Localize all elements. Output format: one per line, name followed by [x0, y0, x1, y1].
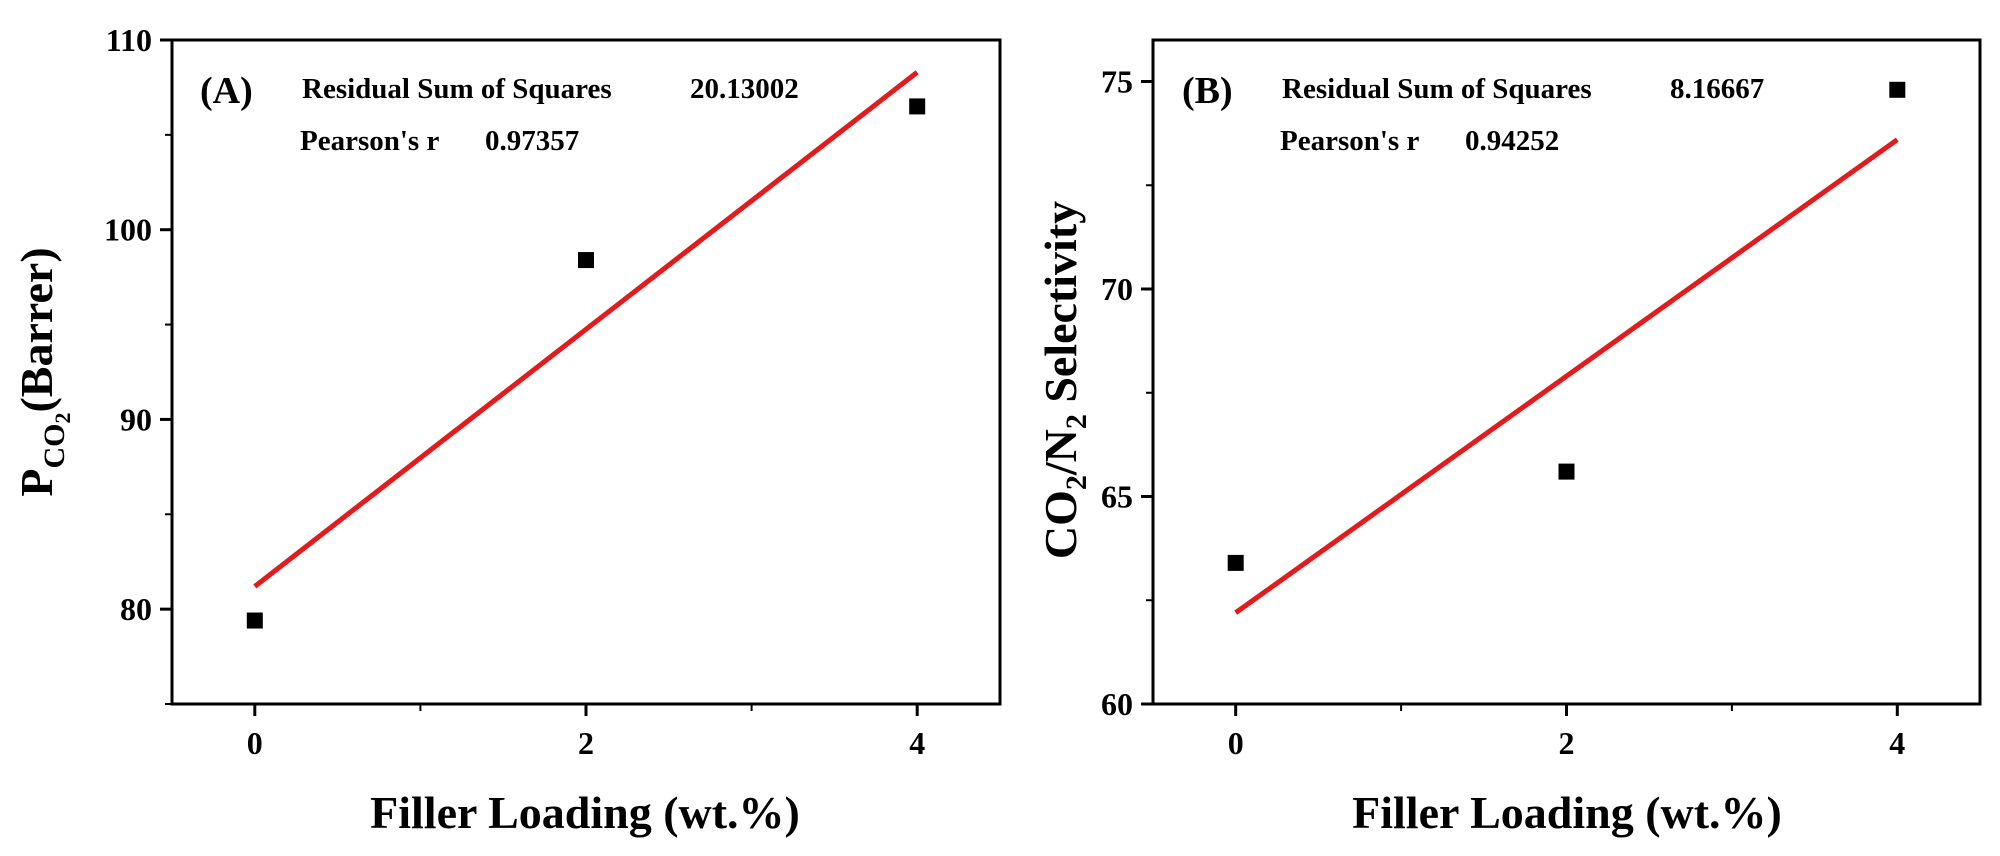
y-tick-label: 80: [120, 591, 152, 627]
pearson-label-b: Pearson's r: [1280, 125, 1419, 157]
x-ticks-b: 0 2 4: [1228, 704, 1905, 761]
rss-value-b: 8.16667: [1670, 73, 1764, 105]
y-axis-title-b-c: Selectivity: [1035, 201, 1086, 414]
panel-label-a: (A): [200, 70, 253, 112]
y-axis-title-b-a: CO: [1035, 490, 1086, 559]
y-tick-label: 100: [104, 212, 152, 248]
x-ticks-a: 0 2 4: [247, 704, 925, 761]
fit-lines-b: [1234, 137, 1899, 615]
y-tick-label: 75: [1101, 64, 1133, 100]
y-axis-title-a: PCO2(Barrer): [11, 247, 75, 496]
y-axis-title-a-rest: (Barrer): [11, 247, 62, 412]
y-tick-label: 60: [1101, 686, 1133, 722]
y-tick-label: 70: [1101, 271, 1133, 307]
y-axis-title-a-sub2: 2: [50, 413, 75, 424]
data-point: [578, 252, 594, 269]
rss-value-a: 20.13002: [690, 73, 799, 105]
panel-label-b: (B): [1182, 70, 1233, 112]
data-point: [246, 612, 263, 629]
x-axis-title-a: Filler Loading (wt.%): [370, 787, 800, 838]
fit-lines-a: [253, 70, 919, 589]
y-axis-title-b-b: /N: [1035, 429, 1086, 476]
points-a: [246, 98, 926, 629]
chart-panel-a: 80 90 100 110 0 2 4 (A) Residual Sum of Squar…: [11, 22, 1002, 838]
pearson-value-b: 0.94252: [1465, 125, 1559, 157]
pearson-label-a: Pearson's r: [300, 125, 439, 157]
x-tick-label: 2: [578, 725, 594, 761]
y-ticks-b: 60 65 70 75: [1101, 64, 1153, 722]
x-tick-label: 0: [247, 725, 263, 761]
y-tick-label: 110: [106, 22, 152, 58]
y-axis-title-b-b-sub: 2: [1060, 414, 1093, 429]
points-b: [1227, 81, 1906, 571]
x-tick-label: 4: [1889, 725, 1905, 761]
x-axis-title-b: Filler Loading (wt.%): [1352, 787, 1782, 838]
x-tick-label: 0: [1228, 725, 1244, 761]
x-tick-label: 4: [909, 725, 925, 761]
data-point: [1889, 81, 1906, 98]
data-point: [1227, 554, 1244, 571]
linear-fit-line: [1234, 137, 1899, 615]
data-point: [1558, 463, 1575, 480]
linear-fit-line: [253, 70, 919, 589]
plot-frame-a: [170, 38, 1002, 706]
chart-panel-b: 60 65 70 75 0 2 4 (B) Residual Sum of Squares…: [1035, 38, 1982, 838]
pearson-value-a: 0.97357: [485, 125, 579, 157]
y-tick-label: 65: [1101, 479, 1133, 515]
y-axis-title-a-sub1: CO: [38, 424, 71, 469]
rss-label-b: Residual Sum of Squares: [1282, 73, 1592, 105]
data-point: [909, 98, 926, 115]
y-axis-title-a-main: P: [11, 469, 62, 497]
y-tick-label: 90: [120, 401, 152, 437]
y-axis-title-b-a-sub: 2: [1060, 475, 1093, 490]
rss-label-a: Residual Sum of Squares: [302, 73, 612, 105]
plot-frame-b: [1151, 38, 1982, 706]
y-axis-title-b: CO2/N2 Selectivity: [1035, 201, 1093, 559]
x-tick-label: 2: [1559, 725, 1575, 761]
y-ticks-a: 80 90 100 110: [104, 22, 172, 705]
